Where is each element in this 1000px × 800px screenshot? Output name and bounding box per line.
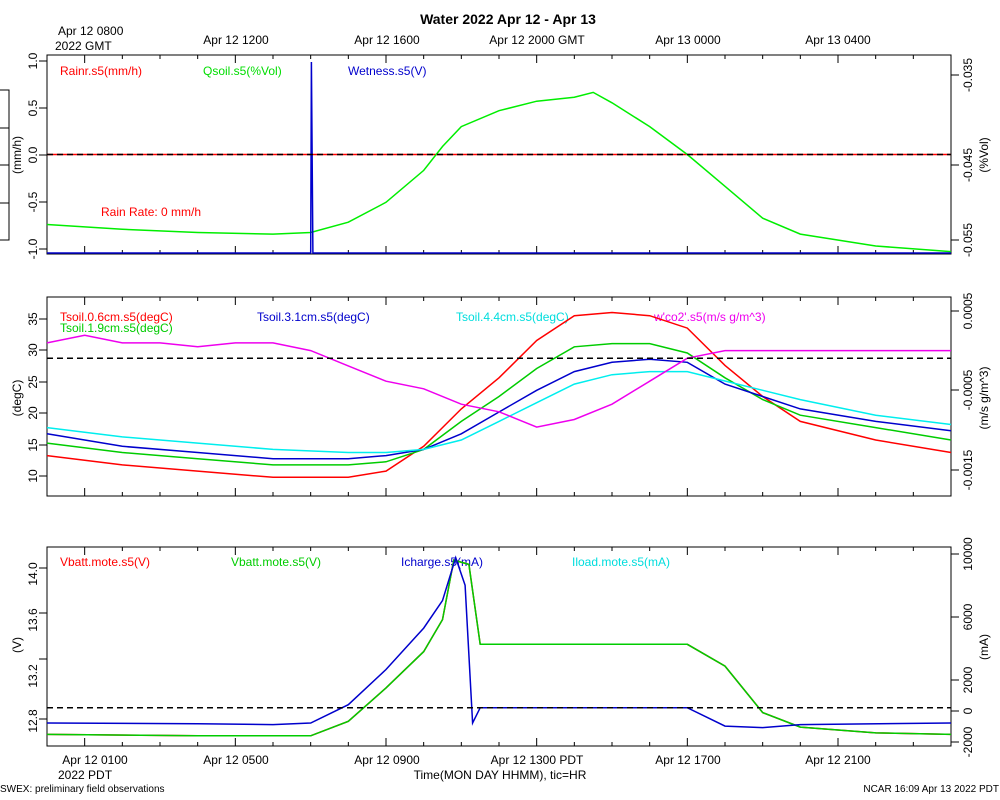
series-line-4 bbox=[46, 370, 952, 454]
top-axis-label: Apr 12 2000 GMT bbox=[489, 33, 585, 47]
y-tick-label-right: -2000 bbox=[961, 726, 975, 757]
panel-frame bbox=[46, 546, 952, 747]
footer-left: SWEX: preliminary field observations bbox=[0, 784, 165, 795]
legend-iload: Iload.mote.s5(mA) bbox=[572, 555, 670, 569]
series-line-3 bbox=[46, 358, 952, 460]
legend-tsoil-44: Tsoil.4.4cm.s5(degC) bbox=[456, 310, 569, 324]
x-axis-title: Time(MON DAY HHMM), tic=HR bbox=[414, 768, 587, 782]
panel-marks bbox=[46, 297, 952, 496]
bottom-axis-label: Apr 12 0900 bbox=[354, 753, 420, 767]
legend-wco2: w'co2'.s5(m/s g/m^3) bbox=[653, 310, 766, 324]
legend-tsoil-19: Tsoil.1.9cm.s5(degC) bbox=[60, 321, 173, 335]
legend-icharge: Icharge.s5(mA) bbox=[401, 555, 483, 569]
panel-soil-temperature: 35 30 25 20 15 10 (degC) 0.0005 -0.0005 … bbox=[10, 292, 991, 497]
panel-marks bbox=[46, 547, 952, 746]
y-tick-label: -1.0 bbox=[26, 238, 40, 259]
panel-rain-soil: 1.0 0.5 0.0 -0.5 -1.0 (mm/h) -0.035 -0.0… bbox=[10, 52, 991, 259]
y-tick-label: 13.2 bbox=[26, 664, 40, 688]
legend-vbatt-green: Vbatt.mote.s5(V) bbox=[231, 555, 321, 569]
y-tick-label: 25 bbox=[26, 375, 40, 389]
y-tick-label: 12.8 bbox=[26, 709, 40, 733]
rain-rate-annotation: Rain Rate: 0 mm/h bbox=[101, 205, 201, 219]
y-axis-label-right: (m/s g/m^3) bbox=[977, 367, 991, 430]
legend-tsoil-31: Tsoil.3.1cm.s5(degC) bbox=[257, 310, 370, 324]
y-axis-label-left: (mm/h) bbox=[10, 136, 24, 174]
bottom-axis-label: Apr 12 1300 PDT bbox=[491, 753, 584, 767]
y-tick-label: 0.5 bbox=[26, 99, 40, 116]
y-tick-label: 13.6 bbox=[26, 608, 40, 632]
y-tick-label-right: -0.0015 bbox=[961, 449, 975, 490]
bottom-axis-label: Apr 12 0100 bbox=[62, 753, 128, 767]
panel-marks bbox=[46, 55, 952, 254]
y-tick-label: 20 bbox=[26, 406, 40, 420]
y-axis-label-right: (mA) bbox=[977, 634, 991, 660]
right-axis-ticks bbox=[951, 553, 959, 743]
y-tick-label: 15 bbox=[26, 438, 40, 452]
top-axis-label: Apr 12 1600 bbox=[354, 33, 420, 47]
top-axis-label: Apr 13 0000 bbox=[655, 33, 721, 47]
y-tick-label-right: -0.045 bbox=[961, 148, 975, 182]
legend-wetness: Wetness.s5(V) bbox=[348, 64, 426, 78]
y-axis-label-right: (%Vol) bbox=[977, 137, 991, 172]
y-axis-label-left: (V) bbox=[10, 637, 24, 653]
bottom-axis-label: Apr 12 0500 bbox=[203, 753, 269, 767]
series-line-2 bbox=[46, 559, 952, 737]
y-tick-label-right: 2000 bbox=[961, 666, 975, 693]
legend-qsoil: Qsoil.s5(%Vol) bbox=[203, 64, 282, 78]
series-line-3 bbox=[47, 61, 951, 254]
legend-rainr: Rainr.s5(mm/h) bbox=[60, 64, 142, 78]
y-tick-label-right: -0.035 bbox=[961, 58, 975, 92]
y-tick-label: -0.5 bbox=[26, 191, 40, 212]
left-axis-ticks bbox=[39, 567, 47, 720]
footer-right: NCAR 16:09 Apr 13 2022 PDT bbox=[863, 784, 999, 795]
series-line-1 bbox=[46, 311, 952, 479]
y-tick-label-right: 0 bbox=[961, 707, 975, 714]
bottom-axis-year-label: 2022 PDT bbox=[58, 768, 113, 782]
y-tick-label-right: 6000 bbox=[961, 603, 975, 630]
y-tick-label: 0.0 bbox=[26, 146, 40, 163]
series-line-1 bbox=[46, 559, 952, 737]
top-axis-year-label: 2022 GMT bbox=[55, 39, 112, 53]
y-tick-label: 10 bbox=[26, 469, 40, 483]
series-line-5 bbox=[46, 334, 951, 428]
left-axis-ticks bbox=[39, 318, 47, 477]
y-tick-label-right: -0.055 bbox=[961, 223, 975, 257]
top-axis-label: Apr 12 1200 bbox=[203, 33, 269, 47]
left-axis-ticks bbox=[39, 60, 47, 250]
bottom-axis-label: Apr 12 2100 bbox=[805, 753, 871, 767]
panel-battery: 14.0 13.6 13.2 12.8 (V) 10000 6000 2000 … bbox=[10, 537, 991, 757]
y-tick-label: 35 bbox=[26, 312, 40, 326]
top-axis-label: Apr 13 0400 bbox=[805, 33, 871, 47]
y-tick-label: 14.0 bbox=[26, 562, 40, 586]
top-axis-first-label: Apr 12 0800 bbox=[58, 24, 124, 38]
y-tick-label: 30 bbox=[26, 343, 40, 357]
bottom-axis-label: Apr 12 1700 bbox=[655, 753, 721, 767]
y-tick-label-right: -0.0005 bbox=[961, 369, 975, 410]
series-line-2 bbox=[46, 91, 952, 253]
y-tick-label: 1.0 bbox=[26, 52, 40, 69]
y-axis-label-left: (degC) bbox=[10, 380, 24, 417]
chart-title: Water 2022 Apr 12 - Apr 13 bbox=[420, 11, 596, 27]
y-tick-label-right: 0.0005 bbox=[961, 292, 975, 329]
right-axis-ticks bbox=[951, 74, 959, 241]
legend-vbatt-red: Vbatt.mote.s5(V) bbox=[60, 555, 150, 569]
y-tick-label-right: 10000 bbox=[961, 537, 975, 571]
right-axis-ticks bbox=[951, 310, 959, 471]
legend-tsoil-06: Tsoil.0.6cm.s5(degC) bbox=[60, 310, 173, 324]
series-line-2 bbox=[46, 342, 952, 466]
series-line-3 bbox=[46, 555, 952, 729]
